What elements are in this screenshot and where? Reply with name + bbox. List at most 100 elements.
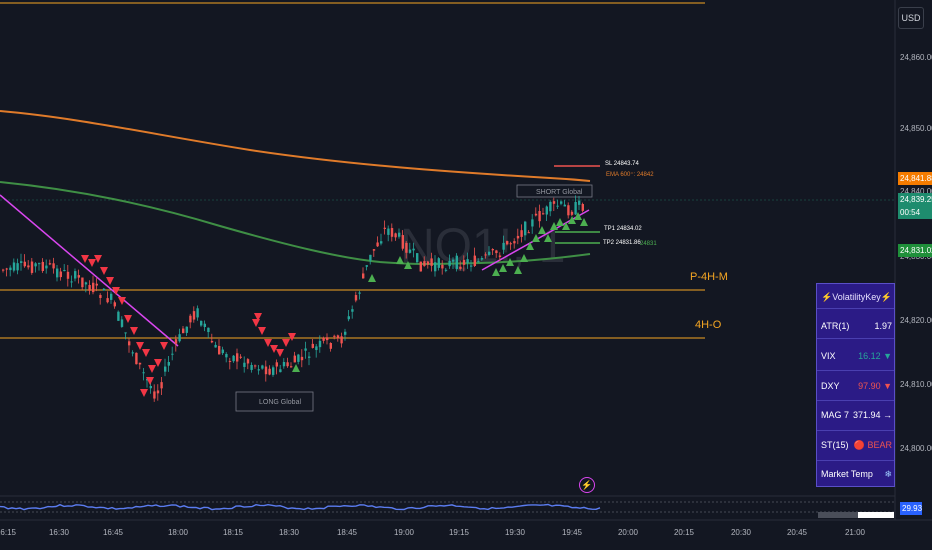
candle-body [290, 366, 293, 368]
candle-body [329, 342, 332, 349]
candle-body [444, 269, 448, 271]
price-tick-label: 24,840.00 [900, 187, 932, 196]
time-tick-label: 18:15 [223, 528, 244, 537]
candle-body [38, 263, 41, 265]
ema-green-line [0, 181, 591, 265]
buy-signal-marker [499, 264, 507, 272]
time-tick-label: 20:30 [731, 528, 752, 537]
candle-body [70, 281, 73, 283]
sell-signal-marker [118, 297, 126, 305]
candle-body [545, 206, 548, 215]
candle-body [200, 320, 203, 326]
candle-body [88, 284, 91, 291]
panel-row-label: ST(15) [821, 440, 849, 450]
candle-body [311, 343, 314, 348]
sell-signal-marker [94, 255, 102, 263]
candle-body [491, 249, 494, 251]
candle-body [542, 213, 545, 215]
candle-body [74, 271, 77, 279]
ema-orange-price-tag: 24,841.88 [898, 172, 932, 185]
candle-body [5, 268, 8, 270]
candle-body [254, 365, 257, 367]
tp2-label: TP2 24831.86 [603, 240, 641, 246]
panel-divider [817, 370, 894, 371]
candle-body [473, 255, 476, 267]
sell-signal-marker [81, 255, 89, 263]
candle-body [41, 261, 44, 271]
candle-body [354, 295, 358, 301]
last-price-tag: 24,839.25 [898, 193, 932, 206]
time-tick-label: 20:45 [787, 528, 808, 537]
candle-body [430, 258, 433, 266]
candle-body [189, 315, 192, 323]
candle-body [160, 382, 163, 389]
candle-body [516, 235, 520, 239]
buy-signal-marker [526, 242, 534, 250]
sell-signal-marker [252, 319, 260, 327]
candle-body [394, 233, 397, 238]
panel-row-dxy: DXY 97.90 ▼ [817, 376, 896, 396]
time-axis[interactable]: 16:15 16:30 16:45 18:00 18:15 18:30 18:45 19:00… [0, 528, 866, 537]
price-tick-label: 24,810.00 [900, 380, 932, 389]
candle-body [344, 331, 347, 335]
candle-body [268, 368, 271, 375]
long-global-box [235, 391, 314, 412]
sell-signal-marker [130, 327, 138, 335]
panel-divider [817, 400, 894, 401]
candle-body [59, 271, 62, 278]
candle-body [365, 265, 368, 267]
candle-body [304, 348, 307, 351]
time-tick-label: 18:00 [168, 528, 189, 537]
candle-body [66, 271, 70, 279]
panel-header-left: Volatility [832, 292, 866, 302]
buy-signal-marker [532, 234, 540, 242]
candle-body [110, 293, 113, 300]
candle-body [419, 261, 422, 272]
ema-green-label: 24831 [640, 241, 657, 247]
buy-signal-marker [568, 216, 576, 224]
candle-body [149, 385, 152, 389]
candle-body [95, 283, 98, 286]
candle-body [581, 204, 584, 211]
candle-body [142, 372, 145, 374]
currency-button[interactable]: USD [898, 7, 924, 29]
price-tick-label: 24,800.00 [900, 444, 932, 453]
panel-row-mag7: MAG 7 371.94 → [817, 405, 896, 425]
candle-body [470, 265, 473, 267]
lightning-icon[interactable]: ⚡ [579, 477, 595, 493]
panel-row-value: 🔴 BEAR [853, 439, 892, 450]
sell-signal-marker [140, 389, 148, 397]
sell-signal-marker [276, 349, 284, 357]
candle-body [452, 259, 455, 262]
candle-body [441, 264, 444, 269]
tp1-label: TP1 24834.02 [604, 226, 642, 232]
candle-body [120, 319, 124, 327]
candle-body [513, 241, 516, 244]
candle-body [437, 258, 440, 268]
sell-signal-marker [88, 259, 96, 267]
candle-body [570, 211, 574, 215]
short-global-box [516, 184, 593, 198]
oscillator-scroll-track[interactable] [818, 512, 894, 518]
buy-signal-marker [580, 218, 588, 226]
candle-body [106, 298, 109, 303]
candle-body [210, 340, 214, 343]
candle-body [221, 349, 224, 354]
sell-signal-marker [160, 342, 168, 350]
candle-body [279, 369, 282, 373]
candle-body [376, 242, 379, 247]
price-tick-label: 24,850.00 [900, 124, 932, 133]
candle-body [520, 230, 523, 237]
candle-body [390, 228, 394, 237]
candle-body [383, 227, 386, 229]
panel-row-st15: ST(15) 🔴 BEAR [817, 435, 896, 455]
time-tick-label: 21:00 [845, 528, 866, 537]
candle-body [124, 332, 127, 334]
oscillator-scroll-thumb[interactable] [858, 512, 894, 518]
candle-body [135, 352, 138, 365]
candle-body [538, 211, 541, 222]
candle-body [322, 337, 325, 341]
candle-body [358, 292, 361, 294]
panel-row-atr: ATR(1) 1.97 [817, 316, 896, 336]
